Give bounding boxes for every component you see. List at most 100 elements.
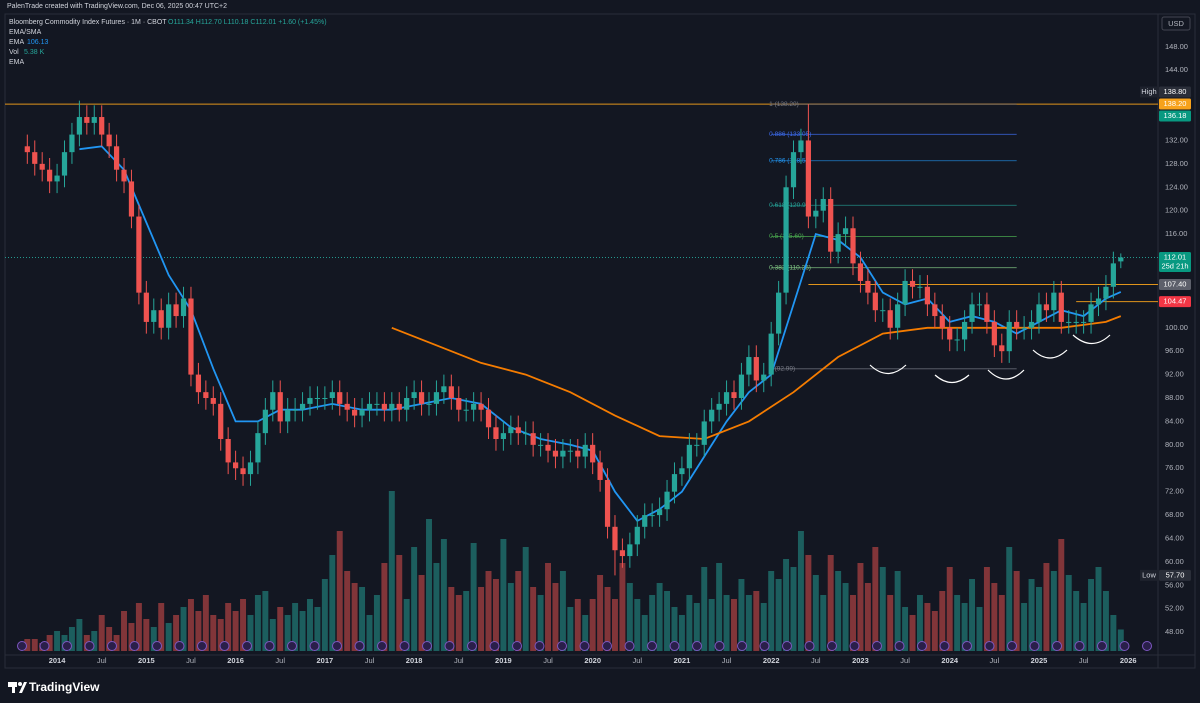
volume-bar — [418, 575, 425, 651]
event-icon — [782, 641, 792, 651]
event-icon — [894, 641, 905, 651]
candle-body — [24, 146, 30, 153]
volume-bar — [113, 635, 120, 651]
candle-body — [1095, 298, 1102, 305]
candle-body — [262, 409, 268, 434]
volume-bar — [820, 595, 827, 651]
volume-bar — [344, 571, 351, 651]
y-tick-label: 60.00 — [1165, 557, 1184, 566]
candle-body — [1058, 292, 1064, 322]
volume-bar — [872, 547, 879, 651]
pattern-arcs — [869, 334, 1111, 384]
candle-body — [203, 392, 209, 399]
candle-body — [671, 474, 678, 492]
volume-bar — [195, 611, 202, 651]
event-icon — [849, 641, 860, 651]
candle-body — [642, 515, 648, 527]
candle-body — [285, 409, 291, 422]
volume-bar — [470, 543, 477, 651]
candle-body — [657, 509, 663, 516]
candle-body — [790, 152, 797, 188]
volume-bar — [894, 571, 901, 651]
event-icon — [39, 641, 50, 651]
event-icon — [1029, 641, 1040, 651]
volume-bar — [589, 599, 596, 651]
volume-bar — [805, 555, 812, 651]
candle-body — [1021, 327, 1027, 329]
candle-body — [381, 403, 387, 410]
candle-body — [329, 392, 335, 399]
candle-body — [151, 310, 157, 322]
price-label: 136.18 — [1164, 111, 1187, 120]
volume-bar — [217, 619, 224, 651]
x-tick-label: Jul — [632, 656, 642, 665]
candle-body — [255, 433, 261, 463]
event-icon — [467, 641, 477, 651]
candle-body — [783, 187, 789, 293]
volume-bar — [753, 591, 760, 651]
price-tag-box — [1140, 86, 1159, 98]
volume-bar — [448, 587, 455, 651]
candle-body — [976, 304, 983, 306]
credit: PalenTrade created with TradingView.com,… — [7, 3, 227, 10]
candle-body — [1081, 321, 1087, 323]
y-tick-label: 120.00 — [1165, 206, 1188, 215]
currency: USD — [1168, 19, 1184, 28]
volume-bar — [797, 531, 804, 651]
candle-body — [61, 152, 68, 176]
x-tick-label: Jul — [722, 656, 732, 665]
candle-body — [664, 491, 670, 510]
volume-bar — [812, 575, 819, 651]
candle-body — [143, 292, 149, 322]
price-label: 104.47 — [1164, 297, 1187, 306]
candle-body — [835, 234, 841, 252]
volume-bar — [522, 547, 529, 651]
x-tick-label: 2019 — [495, 656, 512, 665]
quote: O111.34 H112.70 L110.18 C112.01 +1.60 (+… — [168, 19, 327, 26]
event-icon — [1052, 641, 1062, 651]
price-label-tag: High — [1141, 87, 1156, 96]
volume-bar — [277, 607, 284, 651]
volume-bar — [500, 539, 507, 651]
x-tick-label: 2022 — [763, 656, 780, 665]
brand-name: TradingView — [29, 680, 100, 694]
event-icon — [557, 641, 567, 651]
volume-bar — [411, 547, 418, 651]
event-icon — [962, 641, 972, 651]
event-icon — [264, 641, 275, 651]
candle-body — [76, 117, 82, 135]
event-icon — [399, 641, 410, 651]
candle-body — [552, 450, 559, 457]
candle-body — [582, 444, 588, 457]
candle-body — [805, 140, 811, 217]
volume-bar — [1058, 539, 1065, 651]
plot-area: 1 (138.20) 0.886 (133.05) 0.786 (128.53) 0.… — [5, 100, 1158, 651]
volume-bar — [582, 615, 589, 651]
volume-bar — [478, 587, 485, 651]
volume-bar — [388, 491, 395, 651]
volume-bar — [686, 595, 693, 651]
candle-body — [590, 444, 596, 463]
candle-body — [515, 427, 521, 434]
volume-bar — [850, 595, 856, 651]
candle-body — [1066, 321, 1072, 323]
candle-body — [753, 357, 759, 381]
candle-body — [567, 450, 573, 452]
price-label: 138.80 — [1164, 87, 1187, 96]
candle-body — [1028, 321, 1035, 328]
volume-bar — [1088, 579, 1095, 651]
volume-bar — [626, 583, 633, 651]
event-icon — [219, 641, 230, 651]
candle-body — [604, 479, 611, 527]
candle-body — [530, 433, 536, 445]
x-tick-label: Jul — [454, 656, 464, 665]
volume-bar — [760, 603, 767, 651]
candle-body — [612, 526, 618, 551]
candle-body — [456, 398, 462, 410]
candle-body — [136, 216, 142, 293]
candle-body — [441, 386, 447, 393]
event-icon — [1074, 641, 1085, 651]
x-tick-label: Jul — [365, 656, 375, 665]
y-tick-label: 92.00 — [1165, 370, 1184, 379]
price-label-box — [1159, 569, 1191, 581]
